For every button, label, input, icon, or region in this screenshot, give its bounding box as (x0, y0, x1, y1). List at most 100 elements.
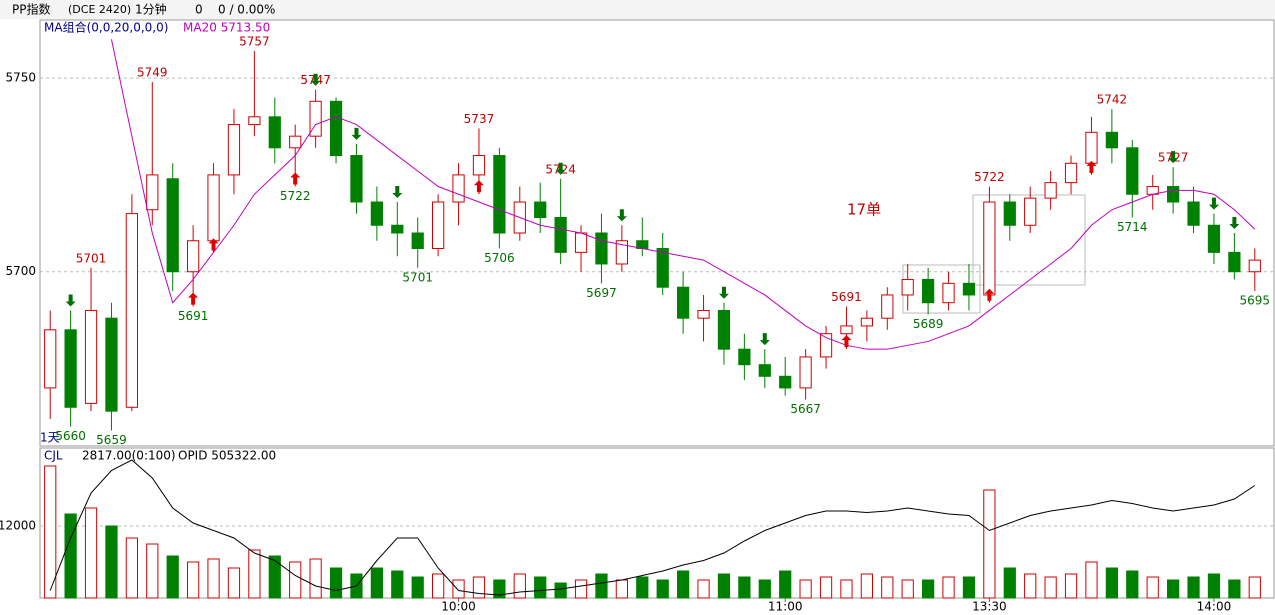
candle-body (860, 317, 873, 327)
candle-body (289, 135, 302, 149)
volume-bar (717, 573, 731, 599)
candle-body (207, 174, 220, 242)
volume-bar (248, 549, 261, 599)
ma-label: MA20 5713.50 (183, 21, 270, 35)
sell-signal (759, 333, 770, 346)
sell-signal (1208, 197, 1219, 210)
candle-body (615, 240, 628, 265)
volume-bar (881, 576, 894, 599)
volume-bar (207, 558, 220, 599)
period[interactable]: 1分钟 (135, 2, 167, 17)
candle-body (146, 174, 159, 211)
sell-signal (1229, 217, 1240, 229)
y-tick-label: 12000 (0, 519, 36, 533)
volume-bar (677, 570, 690, 599)
annotation: 17单 (847, 201, 881, 219)
volume-bar (472, 576, 486, 599)
volume-bar (922, 579, 935, 599)
high-label: 5737 (464, 112, 495, 126)
volume-bar (227, 567, 241, 599)
volume-bar (1146, 576, 1159, 599)
candle-body (64, 329, 77, 408)
volume-bar (860, 573, 873, 599)
low-label: 5697 (586, 286, 617, 300)
volume-bar (1228, 579, 1241, 599)
sell-signal (1168, 151, 1179, 164)
volume-label: 2817.00(0:100) (82, 449, 176, 463)
volume-legend: CJL (44, 449, 63, 463)
volume-bar (432, 573, 445, 599)
candle-body (534, 201, 547, 219)
candle-body (472, 155, 486, 176)
volume-bar (595, 573, 608, 599)
candle-body (697, 309, 710, 319)
volume-bar (289, 561, 302, 599)
sell-signal (65, 294, 76, 307)
volume-bar (983, 489, 996, 599)
candle-body (1126, 147, 1139, 195)
low-label: 5706 (484, 251, 515, 265)
high-label: 5749 (137, 65, 168, 79)
candle-body (1024, 197, 1037, 226)
candle-body (881, 294, 894, 319)
low-label: 5659 (96, 433, 127, 447)
low-label: 5667 (790, 402, 821, 416)
volume-bar (513, 573, 526, 599)
candle-body (1085, 131, 1098, 164)
main-panel (39, 19, 1275, 447)
candle-body (329, 100, 343, 157)
volume-bar (64, 513, 77, 599)
volume-bar (962, 576, 976, 599)
volume-bar (799, 579, 812, 599)
volume-bar (44, 465, 57, 599)
candle-body (1207, 224, 1221, 253)
candle-body (493, 155, 506, 234)
candle-body (452, 174, 465, 203)
volume-bar (554, 582, 567, 599)
candle-body (1228, 251, 1241, 273)
volume-bar (391, 570, 404, 599)
volume-bar (738, 576, 751, 599)
change: 0 (195, 3, 203, 17)
volume-bar (1187, 576, 1200, 599)
candle-body (595, 232, 608, 265)
low-label: 5701 (402, 270, 433, 284)
candle-body (44, 329, 57, 389)
volume-bar (1024, 573, 1037, 599)
low-label: 5722 (280, 189, 311, 203)
high-label: 5701 (76, 251, 107, 265)
candle-body (554, 217, 567, 253)
candle-body (411, 232, 424, 249)
symbol[interactable]: PP指数 (12, 2, 50, 17)
volume-bar (615, 579, 628, 599)
volume-bar (1064, 573, 1078, 599)
candle-body (1044, 182, 1057, 199)
high-label: 5722 (974, 170, 1005, 184)
sell-signal (392, 186, 403, 199)
volume-bar (697, 579, 710, 599)
buy-signal (290, 172, 301, 185)
header-bar (0, 0, 1275, 19)
candle-body (656, 247, 669, 288)
candle-body (717, 309, 731, 350)
change-pct: 0 / 0.00% (218, 3, 275, 17)
volume-bar (1126, 570, 1139, 599)
y-tick-label: 5700 (5, 264, 36, 278)
volume-bar (636, 576, 649, 599)
volume-bar (779, 570, 792, 599)
candle-body (677, 286, 690, 319)
x-tick-label: 14:00 (1197, 600, 1232, 614)
volume-bar (105, 525, 118, 599)
volume-bar (411, 576, 424, 599)
range-label: 1天 (40, 431, 60, 445)
ma-legend[interactable]: MA组合(0,0,20,0,0,0) (44, 20, 168, 35)
buy-signal (188, 292, 199, 305)
candle-body (105, 317, 118, 412)
high-label: 5757 (239, 34, 270, 48)
sell-signal (555, 162, 566, 175)
volume-bar (1003, 567, 1016, 599)
volume-bar (187, 561, 200, 599)
volume-bar (166, 555, 179, 599)
candle-body (432, 201, 445, 249)
